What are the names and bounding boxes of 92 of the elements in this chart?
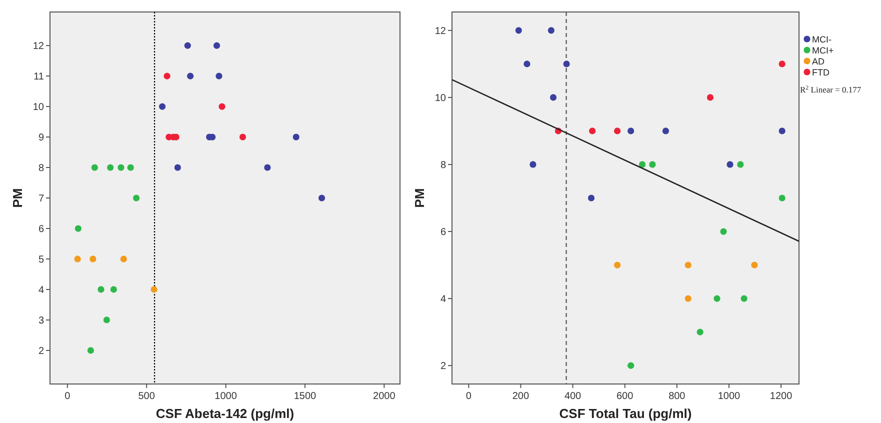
point [628,128,634,134]
point [292,134,300,140]
point [187,72,194,80]
point [684,295,692,302]
y-tick-label: 4 [440,294,446,306]
point [778,60,786,68]
point [563,60,570,68]
y-tick-label: 2 [38,346,44,357]
legend-label: MCI+ [812,46,834,56]
x-tick-label: 0 [466,391,472,402]
point [150,286,158,293]
y-tick-label: 6 [440,227,446,238]
point [614,262,621,268]
y-axis-title: PM [412,188,427,208]
point [91,164,98,171]
x-tick-label: 600 [616,391,634,402]
point [158,103,166,110]
point [103,316,110,324]
y-tick-label: 5 [38,254,44,266]
point [216,72,222,80]
point [98,286,104,293]
point [264,164,271,171]
x-tick-label: 2000 [373,391,396,402]
point [110,286,117,293]
point [714,295,720,302]
x-tick-label: 500 [138,391,156,402]
x-tick-label: 800 [668,391,686,402]
point [778,128,786,134]
x-tick-label: 0 [64,391,71,402]
point [696,328,704,336]
y-tick-label: 8 [38,163,44,174]
point [127,164,134,171]
x-tick-label: 1000 [214,391,238,402]
point [751,262,758,268]
point [638,161,646,168]
y-tick-label: 9 [38,132,44,144]
point [720,228,727,235]
point [120,256,127,262]
x-tick-label: 1200 [770,391,793,402]
legend-label: FTD [812,68,830,78]
point [87,347,94,354]
point [107,164,114,171]
y-axis-title: PM [10,188,25,208]
y-tick-label: 4 [38,284,44,296]
legend-label: MCI- [812,34,832,44]
point [588,194,595,202]
point [133,194,140,202]
point [515,27,522,34]
point [550,94,557,101]
point [218,103,226,110]
point [778,194,786,202]
point [706,94,714,101]
point [90,256,96,262]
y-tick-label: 7 [38,194,44,204]
point [589,128,596,134]
point [524,60,530,68]
point [118,164,124,171]
y-tick-label: 12 [434,26,446,37]
point [74,256,81,262]
point [548,27,554,34]
y-tick-label: 12 [32,41,44,52]
legend-label: AD [812,56,826,66]
point [213,42,220,49]
y-tick-label: 10 [32,102,44,114]
point [74,225,82,232]
point [737,161,744,168]
point [740,295,748,302]
x-tick-label: 200 [512,391,530,402]
y-tick-label: 6 [38,224,44,235]
x-axis-title: CSF Total Tau (pg/ml) [559,406,692,421]
point [726,161,734,168]
point [649,161,656,168]
point [318,194,326,202]
point [684,262,692,268]
x-tick-label: 1000 [718,391,741,402]
point [184,42,191,49]
point [530,161,536,168]
point [614,128,621,134]
y-tick-label: 8 [440,160,446,171]
point [662,128,670,134]
y-tick-label: 3 [38,315,44,326]
point [174,164,181,171]
y-tick-label: 2 [440,361,446,372]
text: R$^{2}$ Linear = 0.177 [800,84,862,94]
y-tick-label: 11 [34,72,44,83]
point [239,134,246,140]
x-tick-label: 1500 [294,391,317,402]
x-tick-label: 400 [564,391,582,402]
point [164,72,170,80]
point [628,362,634,369]
y-tick-label: 10 [434,92,446,104]
x-axis-title: CSF Abeta-142 (pg/ml) [156,406,294,421]
